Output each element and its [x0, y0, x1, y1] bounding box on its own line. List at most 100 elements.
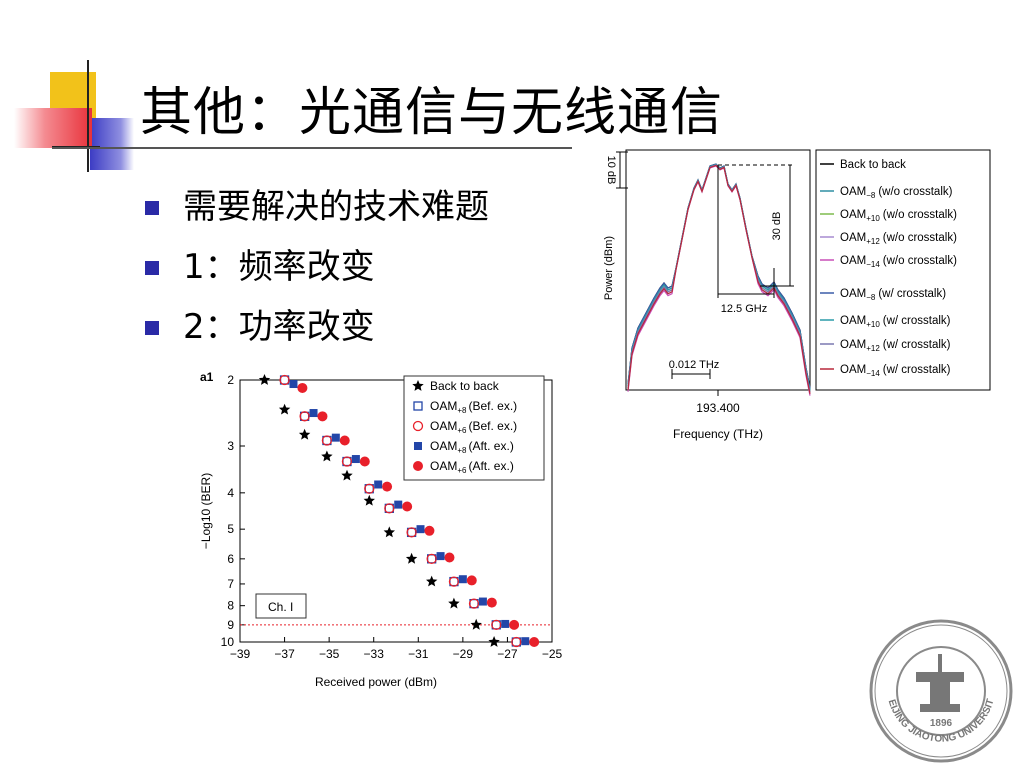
bullet-text: 需要解决的技术难题	[183, 187, 489, 227]
data-point	[341, 469, 353, 481]
data-point	[424, 525, 435, 536]
data-point	[402, 501, 413, 512]
data-point	[278, 403, 291, 415]
data-point	[521, 637, 530, 646]
data-point	[374, 480, 383, 489]
data-point	[359, 456, 370, 467]
data-point	[364, 483, 375, 494]
data-point	[511, 636, 522, 648]
data-point	[297, 382, 308, 393]
data-point	[363, 494, 375, 506]
legend-label: OAM+10 (w/o crosstalk)	[840, 209, 957, 223]
legend-label: OAM+6 (Aft. ex.)	[430, 459, 514, 475]
legend-label: Back to back	[840, 159, 906, 171]
annotation-10db: 10 dB	[605, 156, 617, 185]
deco-red-bar	[14, 108, 92, 148]
data-point	[309, 409, 318, 418]
data-point	[416, 525, 425, 534]
data-point	[317, 411, 328, 422]
legend-marker	[414, 442, 422, 450]
annotation-30db: 30 dB	[771, 212, 783, 241]
data-point	[406, 527, 417, 538]
legend-frame	[403, 375, 545, 481]
data-point	[491, 619, 502, 630]
spectrum-trace	[627, 163, 811, 391]
bullet-item: 需要解决的技术难题	[145, 180, 489, 240]
x-tick-label: −33	[364, 647, 385, 661]
ber-chart: a1 2 3 4 5 6 7 8 9 10 −39 −37 −35 −33 −31 −29 −27 −25 C…	[199, 370, 563, 689]
spectrum-trace	[627, 164, 811, 392]
y-tick-label: 5	[227, 522, 234, 536]
data-point	[488, 636, 500, 647]
legend-frame	[815, 149, 991, 391]
data-point	[258, 374, 271, 385]
spectrum-trace	[627, 164, 811, 392]
panel-label: a1	[200, 370, 214, 384]
legend-label: OAM+8 (Bef. ex.)	[430, 399, 517, 415]
spectrum-trace	[627, 163, 811, 389]
data-point	[448, 576, 460, 587]
data-point	[426, 553, 437, 564]
spectrum-chart: 10 dB 30 dB 12.5 GHz 0.012 THz 193.400 F…	[603, 149, 991, 441]
slide-title: 其他：光通信与无线通信	[140, 83, 724, 143]
data-point	[289, 380, 298, 389]
legend-label: OAM+12 (w/ crosstalk)	[840, 339, 951, 353]
legend-marker	[412, 420, 424, 432]
y-tick-label: 4	[227, 486, 234, 500]
x-axis-label: Frequency (THz)	[673, 427, 763, 441]
x-tick-label: −29	[453, 647, 474, 661]
y-axis-label: −Log10 (BER)	[199, 473, 213, 549]
y-axis-ticks: 2 3 4 5 6 7 8 9 10	[221, 373, 245, 649]
x-axis-ticks: −39 −37 −35 −33 −31 −29 −27 −25	[230, 637, 563, 661]
data-points	[258, 374, 540, 648]
x-tick-label: −25	[542, 647, 563, 661]
channel-box: Ch. I	[255, 593, 307, 619]
data-point	[529, 637, 540, 647]
legend-label: OAM+10 (w/ crosstalk)	[840, 315, 951, 329]
legend: Back to back OAM+8 (Bef. ex.) OAM+6 (Bef. ex…	[403, 375, 545, 481]
data-point	[509, 619, 520, 630]
data-point	[279, 374, 290, 386]
bullet-item: 1：频率改变	[145, 240, 489, 300]
bullet-text: 2：功率改变	[183, 307, 375, 347]
x-tick-label: −39	[230, 647, 251, 661]
legend-label: OAM−8 (w/o crosstalk)	[840, 186, 953, 200]
y-tick-label: 2	[227, 373, 234, 387]
data-point	[448, 597, 460, 609]
bullet-list: 需要解决的技术难题 1：频率改变 2：功率改变	[145, 180, 489, 360]
legend-marker	[413, 401, 423, 411]
data-point	[466, 575, 477, 586]
bullet-item: 2：功率改变	[145, 300, 489, 360]
bullet-text: 1：频率改变	[183, 247, 375, 287]
plot-frame	[239, 379, 553, 643]
legend-label: OAM−8 (w/ crosstalk)	[840, 288, 946, 302]
deco-vertical-line	[87, 60, 89, 172]
bullet-square-icon	[145, 201, 159, 215]
data-point	[298, 428, 311, 440]
legend-label: OAM+6 (Bef. ex.)	[430, 419, 517, 435]
y-tick-label: 7	[227, 577, 234, 591]
x-axis-label: Received power (dBm)	[315, 675, 437, 689]
data-point	[470, 618, 482, 630]
data-point	[468, 598, 480, 609]
y-tick-label: 3	[227, 439, 234, 453]
data-point	[339, 435, 350, 446]
data-point	[299, 411, 310, 422]
x-tick-label: −37	[274, 647, 295, 661]
legend-label: OAM+12 (w/o crosstalk)	[840, 232, 957, 246]
data-point	[486, 597, 497, 608]
data-point	[384, 503, 395, 514]
data-point	[501, 619, 510, 628]
bullet-square-icon	[145, 321, 159, 335]
legend-marker	[413, 461, 423, 471]
y-tick-label: 8	[227, 599, 234, 613]
spectrum-trace	[627, 163, 811, 389]
spectrum-trace	[627, 163, 811, 391]
data-point	[405, 552, 418, 564]
legend-entries: Back to back OAM+8 (Bef. ex.) OAM+6 (Bef. ex…	[412, 379, 517, 475]
data-point	[383, 526, 395, 538]
data-point	[321, 450, 333, 462]
data-point	[351, 455, 360, 464]
data-point	[341, 456, 353, 467]
data-point	[436, 552, 445, 561]
